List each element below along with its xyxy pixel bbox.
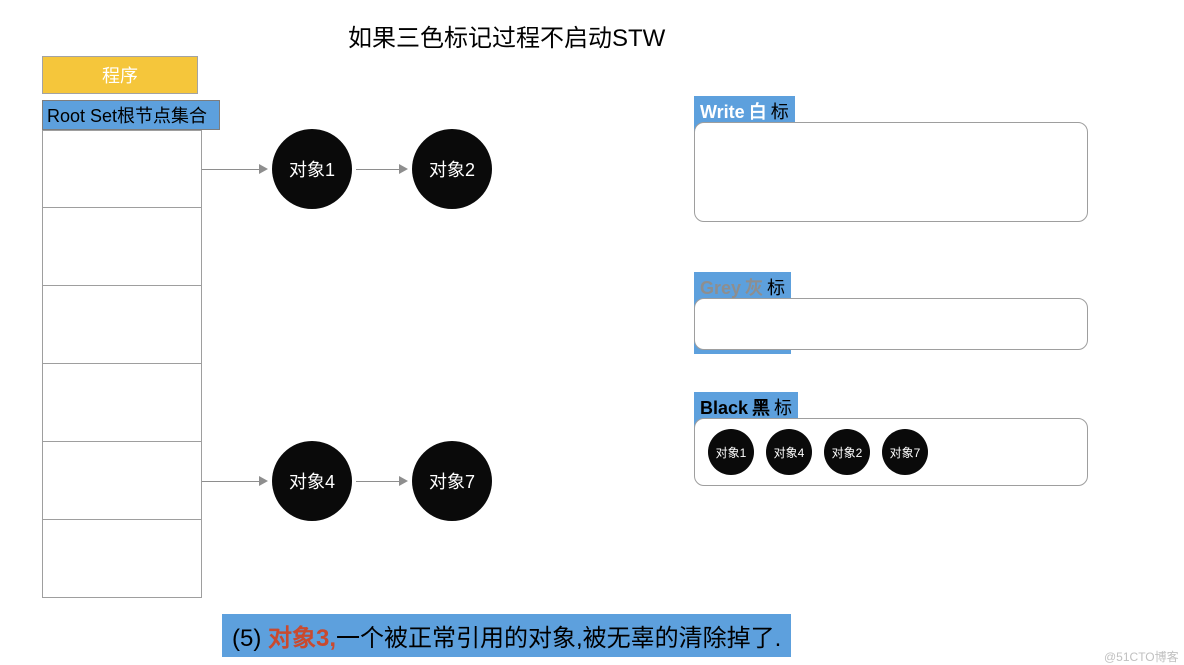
arrow [202, 481, 259, 482]
grid-cell [42, 286, 202, 364]
watermark: @51CTO博客 [1104, 648, 1179, 665]
caption-accent: 对象3, [268, 625, 336, 652]
object-node: 对象2 [412, 129, 492, 209]
program-header: 程序 [42, 56, 198, 94]
caption-rest: 一个被正常引用的对象,被无辜的清除掉了. [336, 625, 781, 652]
table-item-node: 对象1 [708, 429, 754, 475]
grid-cell [42, 442, 202, 520]
page-title: 如果三色标记过程不启动STW [348, 18, 665, 53]
grid-cell [42, 364, 202, 442]
table-item-node: 对象4 [766, 429, 812, 475]
arrow-head-icon [259, 164, 268, 174]
grid-cell [42, 130, 202, 208]
arrow-head-icon [399, 164, 408, 174]
grid-cell [42, 520, 202, 598]
arrow-head-icon [399, 476, 408, 486]
caption-bar: (5) 对象3,一个被正常引用的对象,被无辜的清除掉了. [222, 614, 791, 657]
grid-cell [42, 208, 202, 286]
table-item-node: 对象2 [824, 429, 870, 475]
label-en: Write [700, 102, 745, 123]
root-set-header: Root Set根节点集合 [42, 100, 220, 130]
arrow [356, 169, 399, 170]
arrow [202, 169, 259, 170]
label-en: Black [700, 398, 748, 419]
arrow-head-icon [259, 476, 268, 486]
caption-step: (5) [232, 625, 268, 652]
grey-table-box [694, 298, 1088, 350]
object-node: 对象4 [272, 441, 352, 521]
root-set-grid [42, 130, 202, 598]
object-node: 对象1 [272, 129, 352, 209]
table-item-node: 对象7 [882, 429, 928, 475]
label-en: Grey [700, 278, 741, 299]
white-table-box [694, 122, 1088, 222]
arrow [356, 481, 399, 482]
object-node: 对象7 [412, 441, 492, 521]
